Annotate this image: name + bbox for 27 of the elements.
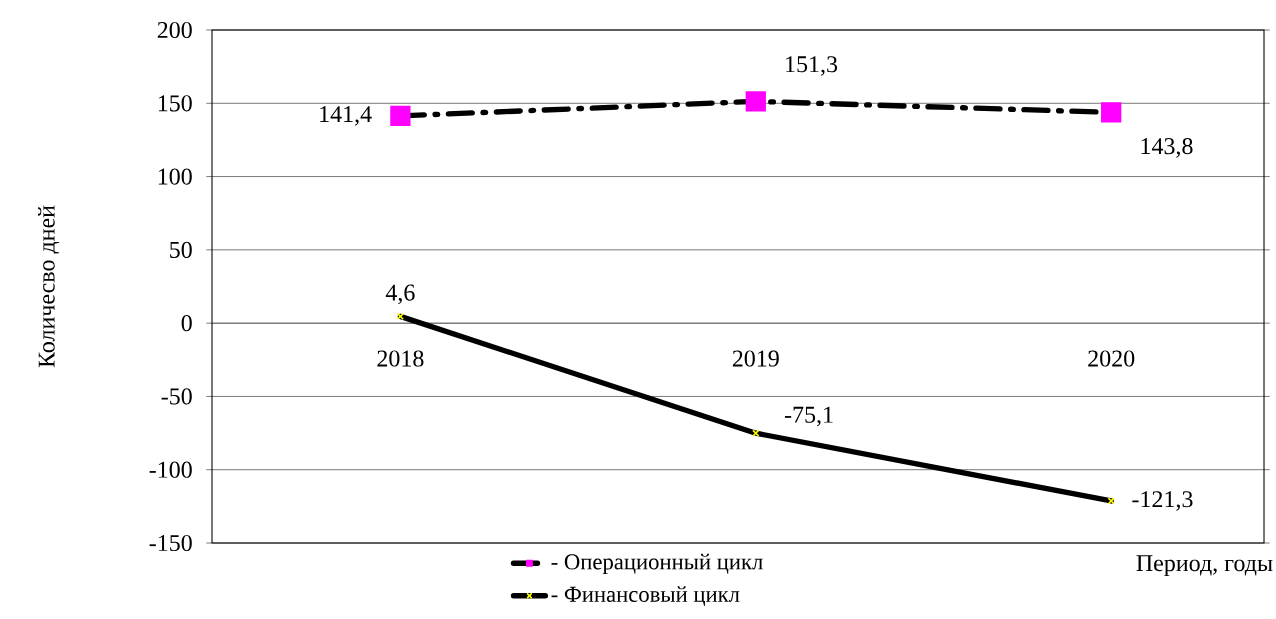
- y-tick-label: 150: [158, 95, 192, 112]
- point: [1107, 497, 1115, 505]
- data-label: 151,3: [786, 56, 838, 76]
- y-tick-label: 50: [170, 241, 192, 258]
- y-tick-label: 100: [158, 168, 192, 185]
- data-label: 141,4: [320, 106, 372, 126]
- point: [396, 312, 404, 321]
- y-tick-label: -100: [149, 461, 192, 478]
- data-label: 4,6: [385, 284, 415, 305]
- y-tick-label: -50: [161, 388, 192, 405]
- data-label: -75,1: [784, 406, 833, 427]
- x-axis-title: Период, годы: [1136, 555, 1273, 577]
- y-tick-label: 0: [181, 315, 192, 332]
- legend-label: - Финансовый цикл: [551, 586, 740, 607]
- y-tick-label: 200: [157, 21, 192, 39]
- data-label: 143,8: [1141, 137, 1193, 158]
- x-tick-label: 2020: [1088, 350, 1135, 367]
- y-tick-label: -150: [149, 534, 192, 552]
- x-tick-label: 2019: [732, 350, 779, 367]
- point: [390, 105, 411, 127]
- y-axis-title: Количесво дней: [38, 205, 60, 368]
- point: [1101, 102, 1122, 123]
- point: [752, 429, 760, 437]
- x-tick-label: 2018: [377, 350, 424, 367]
- point: [745, 91, 766, 112]
- legend-label: - Операционный цикл: [551, 553, 763, 575]
- data-label: -121,3: [1132, 491, 1193, 511]
